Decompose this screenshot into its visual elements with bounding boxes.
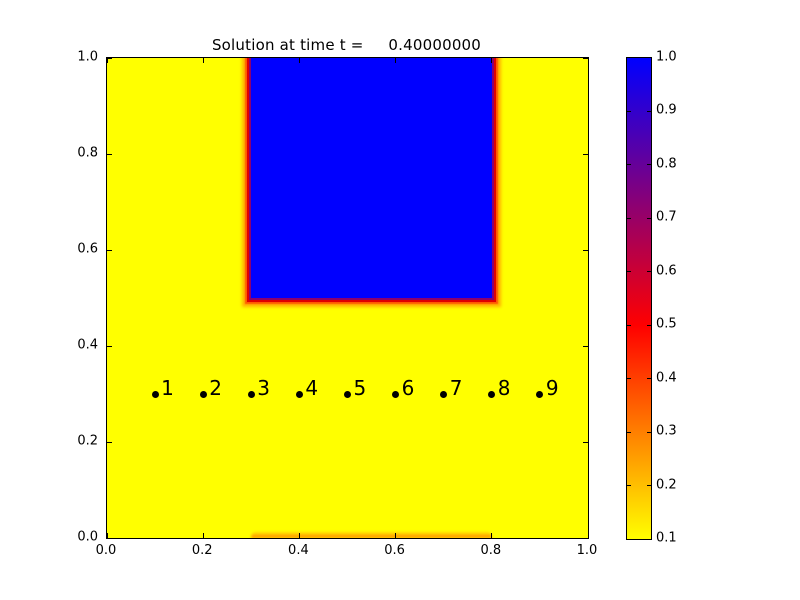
y-axis-tick-right <box>583 249 588 251</box>
hot-region-square <box>251 58 492 298</box>
x-axis-tick <box>202 533 204 538</box>
y-tick-label: 0.2 <box>77 433 98 449</box>
x-tick-label: 0.2 <box>191 543 213 558</box>
colorbar-tick-left <box>627 271 631 273</box>
x-axis-tick-top <box>491 58 493 63</box>
colorbar-tick-label: 0.7 <box>656 209 677 225</box>
colorbar-tick-right <box>647 378 651 380</box>
y-tick-label: 0.8 <box>77 145 98 161</box>
y-axis-tick-right <box>583 58 588 59</box>
x-axis-tick-top <box>107 58 108 63</box>
y-tick-label: 0.0 <box>77 529 98 545</box>
colorbar-tick-left <box>627 485 631 487</box>
data-point-label: 3 <box>257 376 271 400</box>
colorbar-tick-label: 0.3 <box>656 423 677 439</box>
x-axis-tick <box>107 533 108 538</box>
x-tick-label: 1.0 <box>576 543 598 558</box>
colorbar-tick-right <box>647 164 651 166</box>
data-point-label: 8 <box>497 376 511 400</box>
x-axis-tick-top <box>395 58 397 63</box>
data-point-marker <box>199 390 207 398</box>
x-axis-tick <box>395 533 397 538</box>
data-point-label: 1 <box>161 376 174 400</box>
x-axis-tick <box>587 533 588 538</box>
x-axis-tick <box>491 533 493 538</box>
colorbar-tick-label: 0.6 <box>656 263 677 279</box>
data-point-marker <box>392 390 400 398</box>
x-axis-tick-top <box>298 58 300 63</box>
data-point-marker <box>295 390 303 398</box>
y-axis-tick-right <box>583 345 588 347</box>
y-axis-tick <box>107 537 112 538</box>
colorbar-gradient <box>627 58 651 539</box>
y-axis-tick <box>107 345 112 347</box>
x-axis-tick-top <box>587 58 588 63</box>
data-point-marker <box>151 390 159 398</box>
plot-title: Solution at time t = 0.40000000 <box>211 36 482 54</box>
x-axis-tick <box>298 533 300 538</box>
y-axis-tick-right <box>583 537 588 538</box>
y-axis-tick <box>107 58 112 59</box>
colorbar-tick-label: 0.1 <box>656 530 677 546</box>
y-axis-tick <box>107 441 112 443</box>
x-tick-label: 0.4 <box>288 543 309 558</box>
x-axis-tick-top <box>202 58 204 63</box>
colorbar-tick-right <box>647 110 651 112</box>
colorbar-tick-label: 0.8 <box>656 156 677 172</box>
hot-region-bottom-strip <box>251 530 492 538</box>
colorbar-tick-label: 0.5 <box>656 316 677 332</box>
data-point-marker <box>247 390 255 398</box>
colorbar-tick-label: 1.0 <box>656 49 677 65</box>
y-tick-label: 0.4 <box>77 337 98 353</box>
data-point-marker <box>440 390 448 398</box>
data-point-label: 2 <box>209 376 222 400</box>
data-point-label: 6 <box>401 376 415 400</box>
colorbar-tick-right <box>647 431 651 433</box>
colorbar-tick-left <box>627 378 631 380</box>
data-point-marker <box>488 390 496 398</box>
data-point-label: 5 <box>353 376 367 400</box>
colorbar-tick-right <box>647 217 651 219</box>
y-axis-tick <box>107 249 112 251</box>
colorbar-tick-left <box>627 324 631 326</box>
data-point-label: 7 <box>449 376 463 400</box>
colorbar <box>626 57 652 540</box>
colorbar-tick-left <box>627 110 631 112</box>
colorbar-tick-label: 0.4 <box>656 370 677 386</box>
data-point-label: 4 <box>305 376 319 400</box>
colorbar-tick-label: 0.2 <box>656 477 677 493</box>
colorbar-tick-left <box>627 164 631 166</box>
y-axis-tick <box>107 153 112 155</box>
y-axis-tick-right <box>583 441 588 443</box>
heatmap-plot-area: 1 2 3 4 5 6 7 8 9 <box>106 57 589 539</box>
colorbar-tick-left <box>627 431 631 433</box>
colorbar-tick-left <box>627 217 631 219</box>
x-tick-label: 0.8 <box>480 543 502 558</box>
y-tick-label: 0.6 <box>77 241 98 257</box>
colorbar-tick-label: 0.9 <box>656 102 677 118</box>
data-point-marker <box>344 390 351 398</box>
colorbar-tick-right <box>647 324 651 326</box>
x-tick-label: 0.0 <box>95 543 117 558</box>
x-tick-label: 0.6 <box>384 543 405 558</box>
data-point-label: 9 <box>545 376 559 400</box>
data-point-marker <box>536 390 544 398</box>
colorbar-tick-right <box>647 271 651 273</box>
y-axis-tick-right <box>583 153 588 155</box>
y-tick-label: 1.0 <box>77 49 98 65</box>
colorbar-tick-right <box>647 485 651 487</box>
